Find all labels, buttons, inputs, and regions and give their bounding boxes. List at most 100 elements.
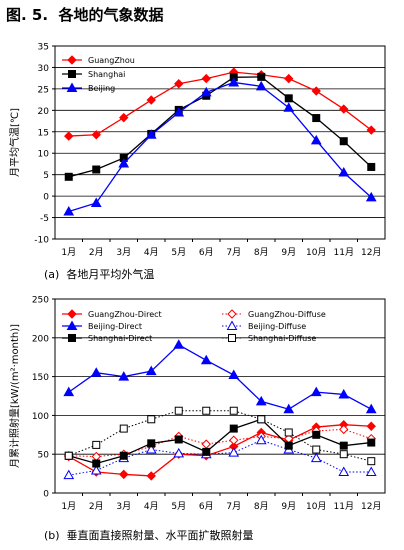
data-point xyxy=(310,386,322,397)
x-tick-label: 3月 xyxy=(116,247,131,258)
data-point xyxy=(339,104,349,114)
data-point xyxy=(118,371,130,381)
x-tick-label: 5月 xyxy=(171,247,186,258)
y-tick-label: 100 xyxy=(32,412,49,422)
x-tick-label: 11月 xyxy=(334,501,354,512)
data-point xyxy=(312,430,321,439)
data-point xyxy=(257,72,266,81)
series-line xyxy=(68,410,372,462)
series-line xyxy=(68,418,372,465)
data-point xyxy=(338,167,350,177)
data-point xyxy=(147,439,156,448)
data-point xyxy=(366,421,376,431)
data-point xyxy=(284,441,293,450)
data-point xyxy=(339,137,348,146)
legend-marker xyxy=(67,55,77,65)
legend-marker xyxy=(67,309,77,319)
data-point xyxy=(202,447,211,456)
legend-label: Beijing-Diffuse xyxy=(248,322,306,331)
x-tick-label: 8月 xyxy=(254,247,269,258)
series-beijing-direct xyxy=(63,339,377,414)
legend-label: Shanghai-Direct xyxy=(88,334,152,343)
legend-marker xyxy=(68,70,76,78)
legend-marker xyxy=(226,320,238,330)
y-tick-label: 0 xyxy=(43,193,49,203)
x-tick-label: 5月 xyxy=(171,501,186,512)
x-tick-label: 7月 xyxy=(226,501,241,512)
x-tick-label: 9月 xyxy=(281,247,296,258)
data-point xyxy=(63,206,75,216)
x-tick-label: 1月 xyxy=(61,501,76,512)
data-point xyxy=(257,415,266,424)
legend-label: GuangZhou xyxy=(88,56,135,65)
data-point xyxy=(64,172,73,181)
y-tick-label: 15 xyxy=(38,128,49,138)
data-point xyxy=(339,441,348,450)
data-point xyxy=(119,112,129,123)
x-tick-label: 2月 xyxy=(89,501,104,512)
x-tick-label: 10月 xyxy=(306,247,326,258)
data-point xyxy=(255,395,267,406)
data-point xyxy=(283,403,295,414)
y-axis-label: 月平均气温[℃] xyxy=(8,108,21,177)
data-point xyxy=(200,354,212,365)
chart-a: -10 -5 0 5 10 15 20 25 30 35 1月 2月 3月 4月 5月 6月 7月 8月 9月 10月… xyxy=(8,43,386,258)
data-point xyxy=(174,406,183,415)
data-point xyxy=(229,424,238,433)
data-point xyxy=(365,403,377,414)
y-tick-label: 0 xyxy=(43,490,49,500)
data-point xyxy=(365,466,377,477)
data-point xyxy=(339,424,349,435)
y-tick-label: -10 xyxy=(34,236,49,246)
series-line xyxy=(68,81,372,213)
data-point xyxy=(229,435,239,445)
data-point xyxy=(119,469,129,480)
legend: GuangZhou Shanghai Beijing xyxy=(62,55,135,93)
x-tick-label: 4月 xyxy=(144,247,159,258)
legend-marker xyxy=(66,320,78,330)
x-tick-label: 12月 xyxy=(361,247,381,258)
legend-label: GuangZhou-Diffuse xyxy=(248,310,326,319)
y-tick-label: 200 xyxy=(32,334,49,344)
chart-b-caption: (b) 垂直面直接照射量、水平面扩散照射量 xyxy=(44,529,254,542)
data-point xyxy=(283,102,295,112)
data-point xyxy=(145,444,157,454)
data-point xyxy=(367,438,376,447)
series-line xyxy=(68,439,372,476)
data-point xyxy=(92,459,101,468)
data-point xyxy=(312,445,321,454)
series-beijing xyxy=(63,76,377,216)
x-tick-label: 2月 xyxy=(89,247,104,258)
data-point xyxy=(202,406,211,415)
data-point xyxy=(92,440,101,449)
data-point xyxy=(284,73,294,84)
data-point xyxy=(200,86,212,97)
data-point xyxy=(146,471,156,481)
data-point xyxy=(310,134,322,145)
x-tick-label: 6月 xyxy=(199,247,214,258)
data-point xyxy=(338,388,350,399)
data-point xyxy=(366,125,376,135)
data-point xyxy=(64,451,73,460)
data-point xyxy=(119,451,128,460)
data-point xyxy=(145,129,157,139)
y-tick-label: 50 xyxy=(38,451,50,461)
data-point xyxy=(118,157,130,168)
series-shanghai-diffuse xyxy=(64,406,376,466)
chart-a-caption: (a) 各地月平均外气温 xyxy=(44,268,155,281)
data-point xyxy=(90,197,102,207)
legend-marker xyxy=(68,334,76,342)
y-tick-label: 150 xyxy=(32,373,49,383)
y-tick-label: 5 xyxy=(43,171,49,181)
legend-marker xyxy=(227,309,237,319)
data-point xyxy=(367,457,376,466)
data-point xyxy=(228,369,240,380)
data-point xyxy=(339,450,348,459)
data-point xyxy=(228,447,240,457)
legend-marker xyxy=(228,334,236,342)
data-point xyxy=(91,130,101,140)
plot-area xyxy=(54,298,386,494)
series-guangzhou xyxy=(64,67,376,141)
legend-label: Shanghai-Diffuse xyxy=(248,334,316,343)
plot-area xyxy=(54,45,386,240)
